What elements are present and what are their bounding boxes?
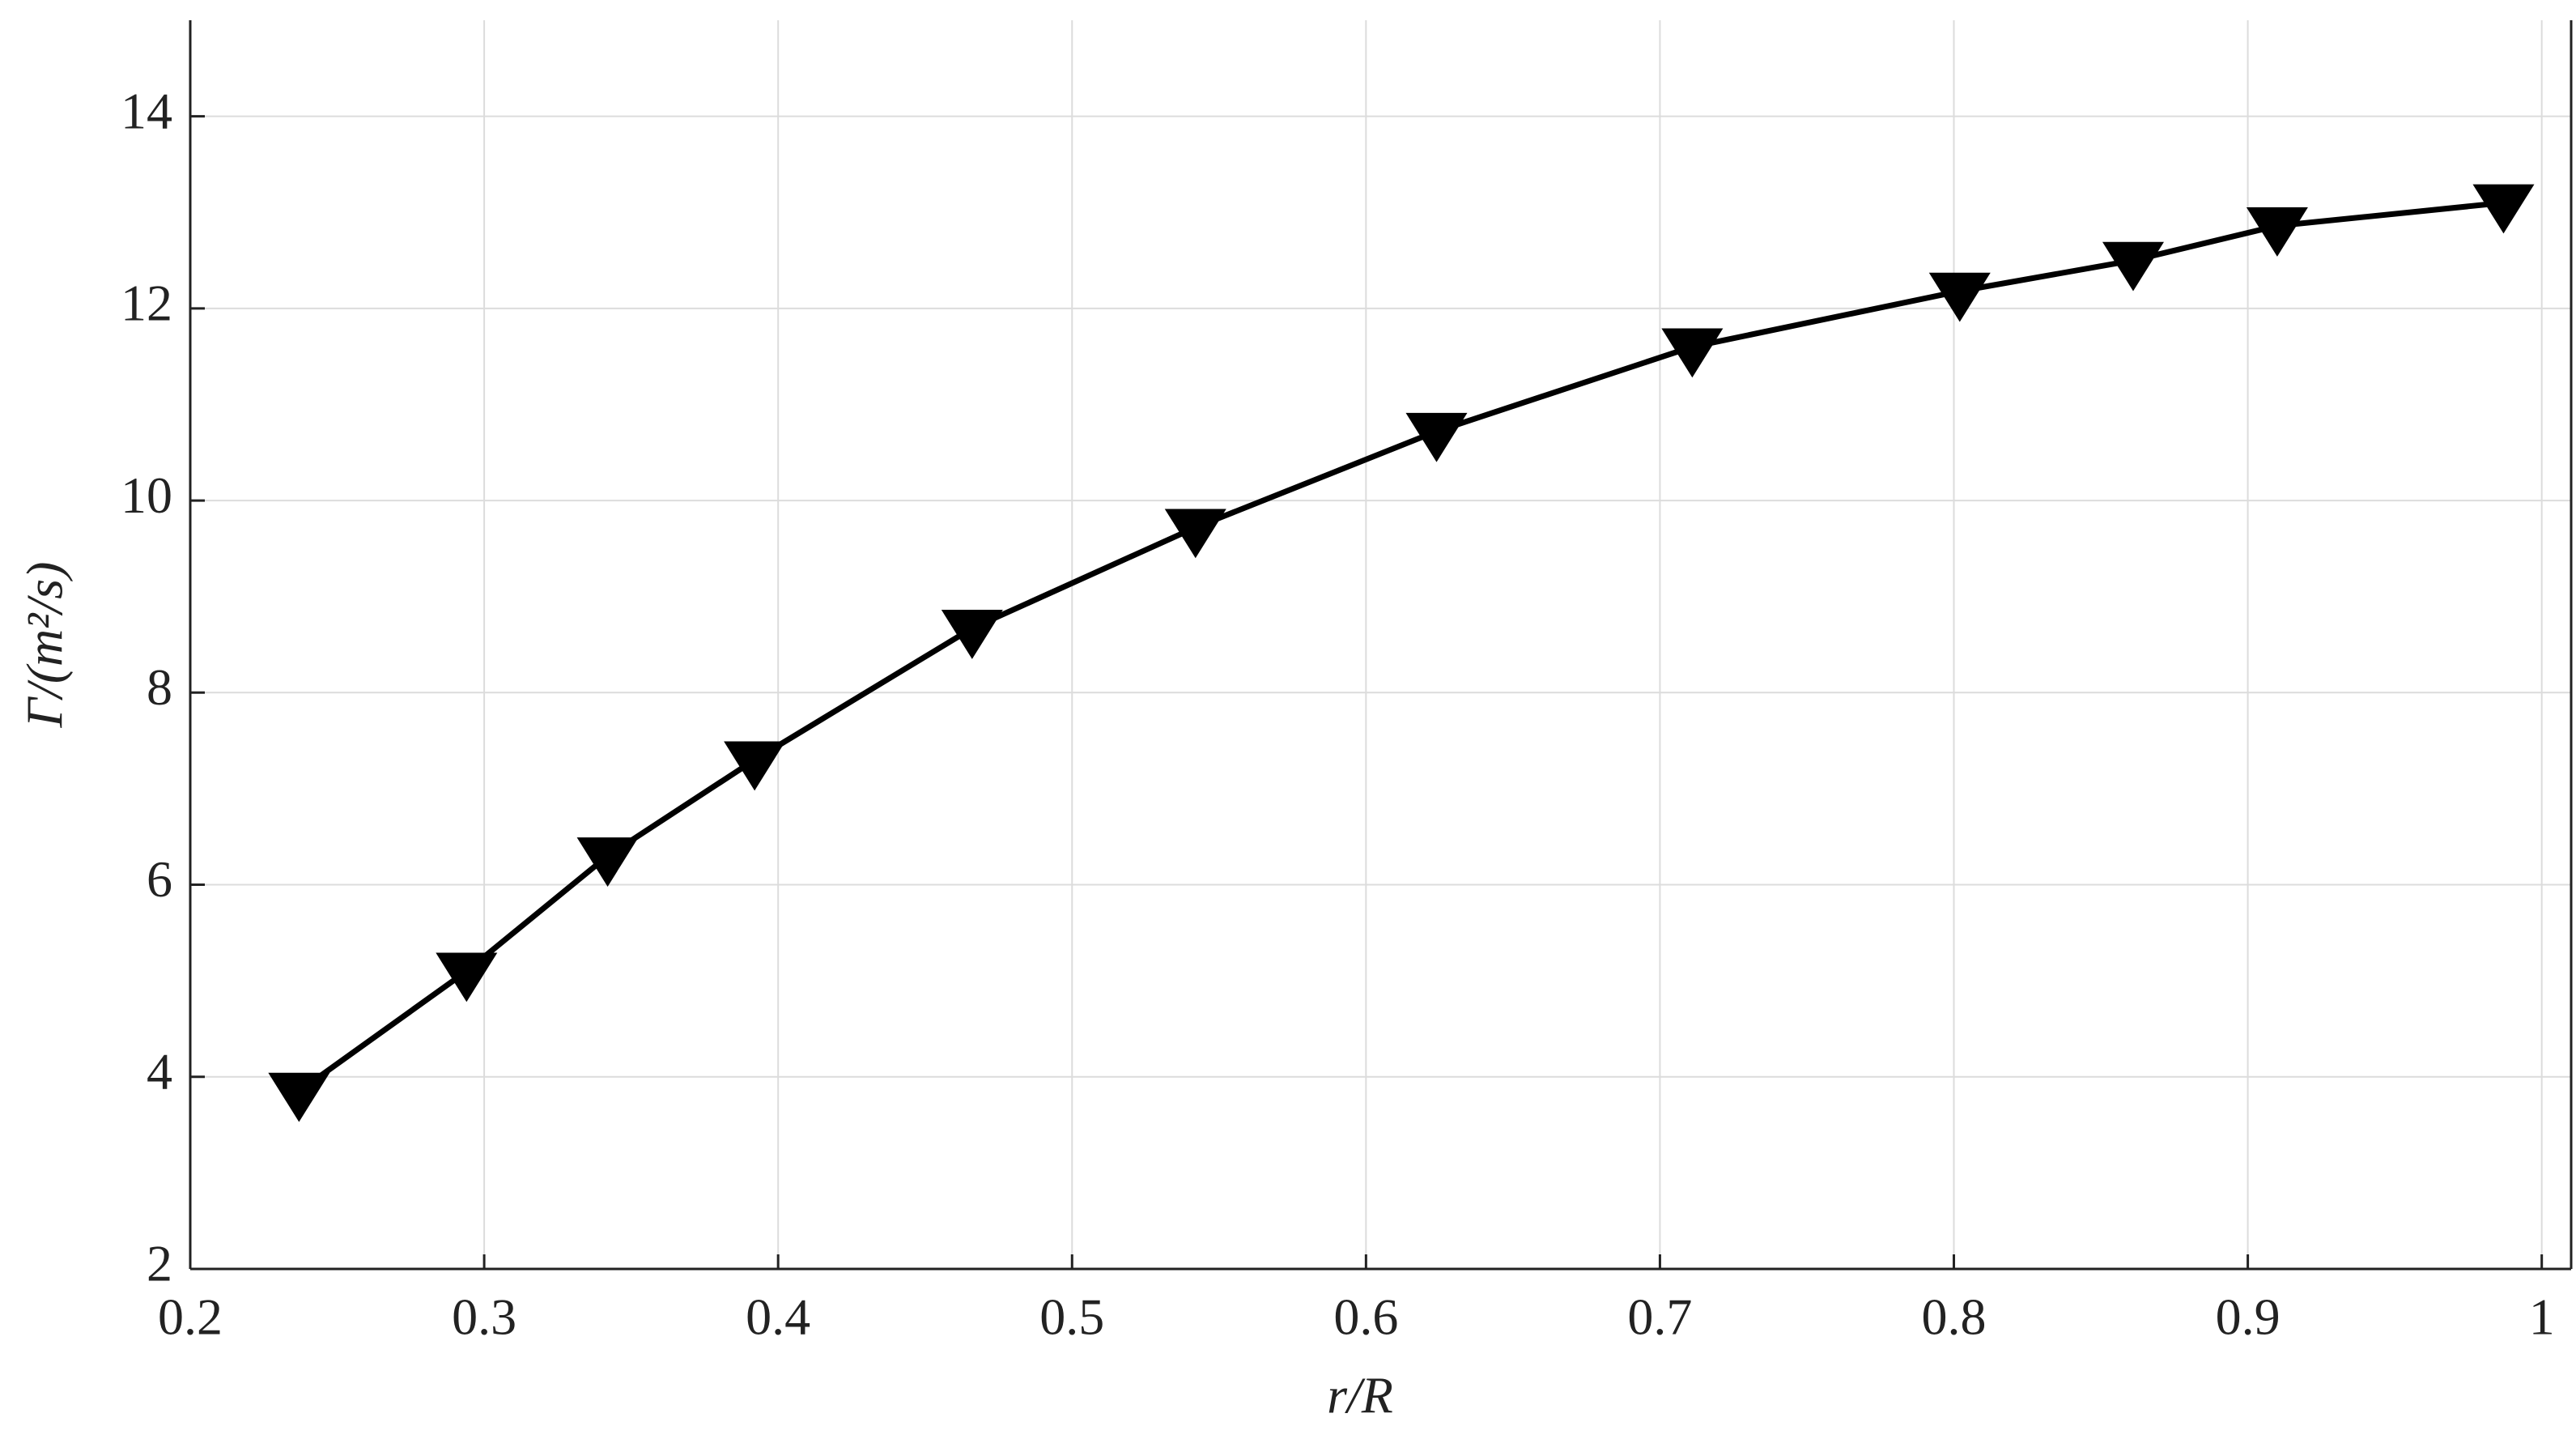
marker xyxy=(1405,412,1468,462)
marker xyxy=(576,837,639,887)
marker xyxy=(724,741,786,791)
x-tick-label: 0.5 xyxy=(1039,1288,1104,1346)
y-axis-label: Γ/(m²/s) xyxy=(16,562,74,729)
x-tick-label: 0.6 xyxy=(1333,1288,1398,1346)
marker xyxy=(1928,272,1991,322)
y-tick-label: 10 xyxy=(121,466,172,524)
y-tick-label: 4 xyxy=(147,1042,172,1100)
y-tick-label: 12 xyxy=(121,275,172,332)
marker xyxy=(2246,207,2308,257)
y-tick-label: 6 xyxy=(147,850,172,908)
x-tick-label: 0.7 xyxy=(1627,1288,1692,1346)
x-tick-label: 0.4 xyxy=(746,1288,810,1346)
x-tick-label: 0.3 xyxy=(452,1288,516,1346)
marker xyxy=(2102,241,2165,292)
marker xyxy=(436,952,498,1003)
x-tick-label: 0.9 xyxy=(2216,1288,2281,1346)
marker xyxy=(1661,328,1724,378)
y-tick-label: 8 xyxy=(147,658,172,716)
y-tick-label: 2 xyxy=(147,1235,172,1292)
y-tick-label: 14 xyxy=(121,82,172,139)
marker xyxy=(1164,509,1226,559)
x-tick-label: 1 xyxy=(2529,1288,2555,1346)
x-axis-label: r/R xyxy=(1327,1367,1393,1424)
marker xyxy=(268,1072,330,1122)
x-tick-label: 0.8 xyxy=(1922,1288,1987,1346)
series-line xyxy=(297,199,2504,1094)
marker xyxy=(2472,184,2535,234)
marker xyxy=(941,610,1003,659)
x-tick-label: 0.2 xyxy=(158,1288,223,1346)
